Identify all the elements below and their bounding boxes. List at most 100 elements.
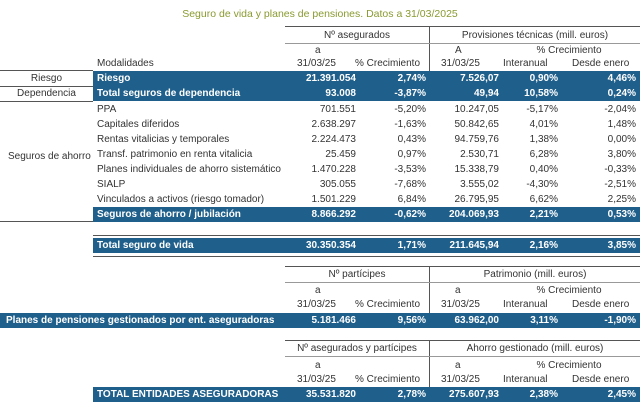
section3-top-rule — [285, 340, 640, 341]
table-row: Rentas vitalicias y temporales 2.224.473… — [93, 132, 640, 147]
header-date: 31/03/25 — [441, 299, 480, 310]
header-divider — [429, 266, 430, 314]
cell-interanual: 0,40% — [529, 164, 558, 175]
header-desde-enero: Desde enero — [572, 58, 630, 69]
cell-crecimiento: 2,78% — [397, 389, 426, 400]
cell-interanual: -5,17% — [526, 104, 558, 115]
header-a: a — [315, 285, 321, 296]
row-label: Rentas vitalicias y temporales — [97, 134, 230, 145]
cell-desde-enero: 0,24% — [607, 88, 636, 99]
cell-crecimiento: 2,74% — [397, 73, 426, 84]
header-a: a — [455, 285, 461, 296]
cell-asegurados: 30.350.354 — [305, 240, 356, 251]
cell-interanual: 6,62% — [529, 194, 558, 205]
table-row: PPA 701.551 -5,20% 10.247,05 -5,17% -2,0… — [93, 102, 640, 117]
category-dependencia: Dependencia — [17, 88, 76, 99]
header-modalidades: Modalidades — [97, 58, 154, 69]
cell-crecimiento: 6,84% — [397, 194, 426, 205]
cell-desde-enero: 0,00% — [607, 134, 636, 145]
cell-crecimiento: 0,43% — [397, 134, 426, 145]
cell-desde-enero: 4,46% — [607, 73, 636, 84]
group-patrimonio: Patrimonio (mill. euros) — [483, 269, 587, 280]
group-aseg-participes: Nº asegurados y partícipes — [297, 343, 417, 354]
cell-provisiones: 26.795,95 — [454, 194, 500, 205]
cell-asegurados: 21.391.054 — [305, 73, 356, 84]
header-divider — [429, 340, 430, 388]
row-ahorro-total: Seguros de ahorro / jubilación 8.866.292… — [93, 207, 640, 222]
group-underline — [285, 356, 640, 357]
category-rule — [0, 70, 93, 71]
header-date: 31/03/25 — [441, 374, 480, 385]
row-total-vida: Total seguro de vida 30.350.354 1,71% 21… — [93, 238, 640, 253]
row-label: TOTAL ENTIDADES ASEGURADORAS — [97, 389, 279, 400]
cell-desde-enero: 2,45% — [607, 389, 636, 400]
cell-provisiones: 94.759,76 — [454, 134, 500, 145]
row-label: Vinculados a activos (riesgo tomador) — [97, 194, 265, 205]
header-date: 31/03/25 — [441, 58, 480, 69]
row-label: Total seguro de vida — [97, 240, 194, 251]
row-label: PPA — [97, 104, 117, 115]
cell-provisiones: 3.555,02 — [460, 179, 499, 190]
header-date: 31/03/25 — [297, 299, 336, 310]
cell-interanual: 1,38% — [529, 134, 558, 145]
cell-interanual: 6,28% — [529, 149, 558, 160]
cell-provisiones: 7.526,07 — [460, 73, 499, 84]
row-total-entidades: TOTAL ENTIDADES ASEGURADORAS 35.531.820 … — [93, 387, 640, 402]
cell-desde-enero: 3,80% — [607, 149, 636, 160]
header-a: A — [455, 45, 462, 56]
cell-provisiones: 2.530,71 — [460, 149, 499, 160]
cell-ahorro-gestionado: 275.607,93 — [448, 389, 499, 400]
header-divider — [429, 26, 430, 84]
row-label: Capitales diferidos — [97, 119, 180, 130]
group-asegurados: Nº asegurados — [324, 30, 390, 41]
table-row: Capitales diferidos 2.638.297 -1,63% 50.… — [93, 117, 640, 132]
header-crecimiento: % Crecimiento — [355, 299, 421, 310]
header-interanual: Interanual — [503, 374, 548, 385]
category-rule — [0, 101, 93, 102]
page-title: Seguro de vida y planes de pensiones. Da… — [182, 8, 458, 20]
row-riesgo: Riesgo 21.391.054 2,74% 7.526,07 0,90% 4… — [93, 71, 640, 86]
group-participes: Nº partícipes — [328, 269, 386, 280]
header-interanual: Interanual — [503, 299, 548, 310]
row-label: Planes individuales de ahorro sistemátic… — [97, 164, 281, 175]
header-top-rule — [285, 26, 640, 27]
table-row: Vinculados a activos (riesgo tomador) 1.… — [93, 192, 640, 207]
header-crecimiento: % Crecimiento — [536, 360, 602, 371]
cell-interanual: 4,01% — [529, 119, 558, 130]
cell-interanual: 0,90% — [529, 73, 558, 84]
cell-interanual: 3,11% — [530, 315, 558, 326]
cell-asegurados: 701.551 — [319, 104, 356, 115]
cell-desde-enero: -0,33% — [604, 164, 636, 175]
cell-crecimiento: 1,71% — [397, 240, 426, 251]
group-underline — [285, 282, 640, 283]
row-label: Riesgo — [97, 73, 131, 84]
header-a: a — [315, 45, 321, 56]
cell-asegurados: 2.224.473 — [311, 134, 357, 145]
cell-desde-enero: -2,51% — [604, 179, 636, 190]
header-desde-enero: Desde enero — [572, 299, 630, 310]
section2-top-rule — [285, 266, 640, 267]
row-planes-pensiones: Planes de pensiones gestionados por ent.… — [0, 313, 640, 328]
header-interanual: Interanual — [503, 58, 548, 69]
row-label: Total seguros de dependencia — [97, 88, 241, 99]
header-date: 31/03/25 — [297, 374, 336, 385]
table-row: Planes individuales de ahorro sistemátic… — [93, 162, 640, 177]
header-date: 31/03/25 — [297, 58, 336, 69]
cell-interanual: -4,30% — [526, 179, 558, 190]
row-label: Planes de pensiones gestionados por ent.… — [6, 315, 275, 326]
cell-asegurados: 1.470.228 — [311, 164, 357, 175]
cell-desde-enero: -1,90% — [604, 315, 636, 326]
cell-interanual: 2,21% — [529, 209, 558, 220]
cell-asegurados-participes: 35.531.820 — [305, 389, 356, 400]
cell-crecimiento: 0,97% — [397, 149, 426, 160]
header-crecimiento: % Crecimiento — [536, 285, 602, 296]
cell-crecimiento: -0,62% — [394, 209, 426, 220]
cell-asegurados: 1.501.229 — [311, 194, 357, 205]
cell-asegurados: 93.008 — [325, 88, 356, 99]
cell-interanual: 2,16% — [529, 240, 558, 251]
cell-interanual: 10,58% — [524, 88, 558, 99]
cell-provisiones: 211.645,94 — [449, 240, 500, 251]
header-crecimiento: % Crecimiento — [355, 58, 421, 69]
cell-provisiones: 204.069,93 — [448, 209, 499, 220]
header-a: a — [315, 360, 321, 371]
